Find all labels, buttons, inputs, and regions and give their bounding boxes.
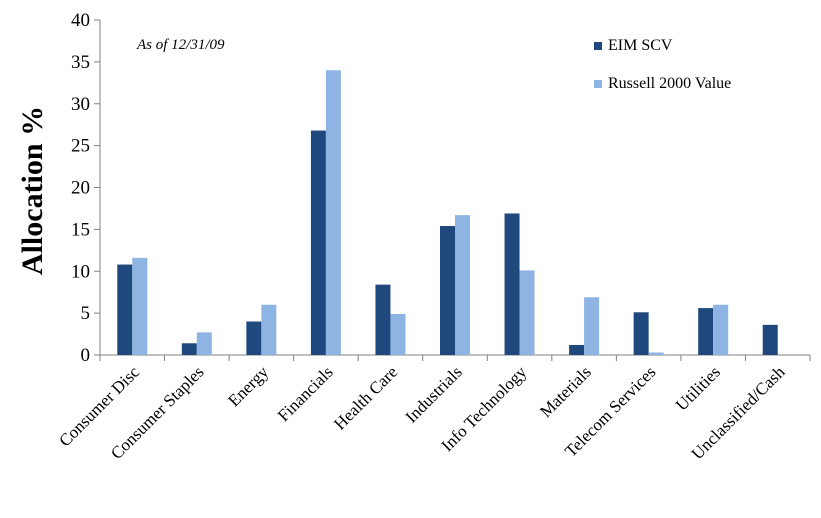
bar-eim-scv [246,321,262,355]
bar-eim-scv [310,130,326,355]
category-label: Materials [536,362,595,421]
legend-label: EIM SCV [608,37,673,54]
bar-russell-2000-value [132,257,148,355]
category-label: Health Care [330,362,401,433]
bar-russell-2000-value [196,332,212,355]
bar-eim-scv [762,324,778,355]
y-tick-label: 10 [71,261,90,282]
bar-russell-2000-value [261,304,277,355]
y-tick-label: 5 [81,303,91,324]
y-tick-label: 15 [71,219,90,240]
y-axis-title: Allocation % [16,106,49,275]
y-tick-label: 0 [81,345,91,366]
legend: EIM SCV Russell 2000 Value [594,37,731,92]
bar-russell-2000-value [325,70,341,355]
y-tick-label: 40 [71,10,90,31]
bar-eim-scv [440,226,455,355]
y-tick-label: 35 [71,52,90,73]
legend-label: Russell 2000 Value [608,75,731,92]
bars [117,70,778,355]
category-label: Financials [274,362,337,425]
legend-swatch [594,80,602,88]
y-tick-label: 30 [71,94,90,115]
bar-russell-2000-value [648,352,664,355]
bar-russell-2000-value [713,304,729,355]
y-tick-label: 25 [71,136,90,157]
category-label: Industrials [402,362,466,426]
as-of-annotation: As of 12/31/09 [136,37,225,53]
category-label: Utilities [672,362,724,414]
bar-russell-2000-value [584,297,600,355]
bar-russell-2000-value [455,215,470,355]
bar-eim-scv [633,312,649,355]
legend-swatch [594,42,602,50]
bar-eim-scv [504,213,520,355]
y-tick-label: 20 [71,178,90,199]
axes: 0 5 10 15 20 25 30 35 40 [71,10,811,366]
bar-eim-scv [181,343,197,355]
bar-eim-scv [117,264,133,355]
bar-russell-2000-value [519,270,535,355]
category-label: Energy [224,362,272,410]
bar-russell-2000-value [390,313,406,355]
bar-eim-scv [569,344,585,355]
bar-eim-scv [698,308,714,355]
bar-eim-scv [375,284,391,355]
